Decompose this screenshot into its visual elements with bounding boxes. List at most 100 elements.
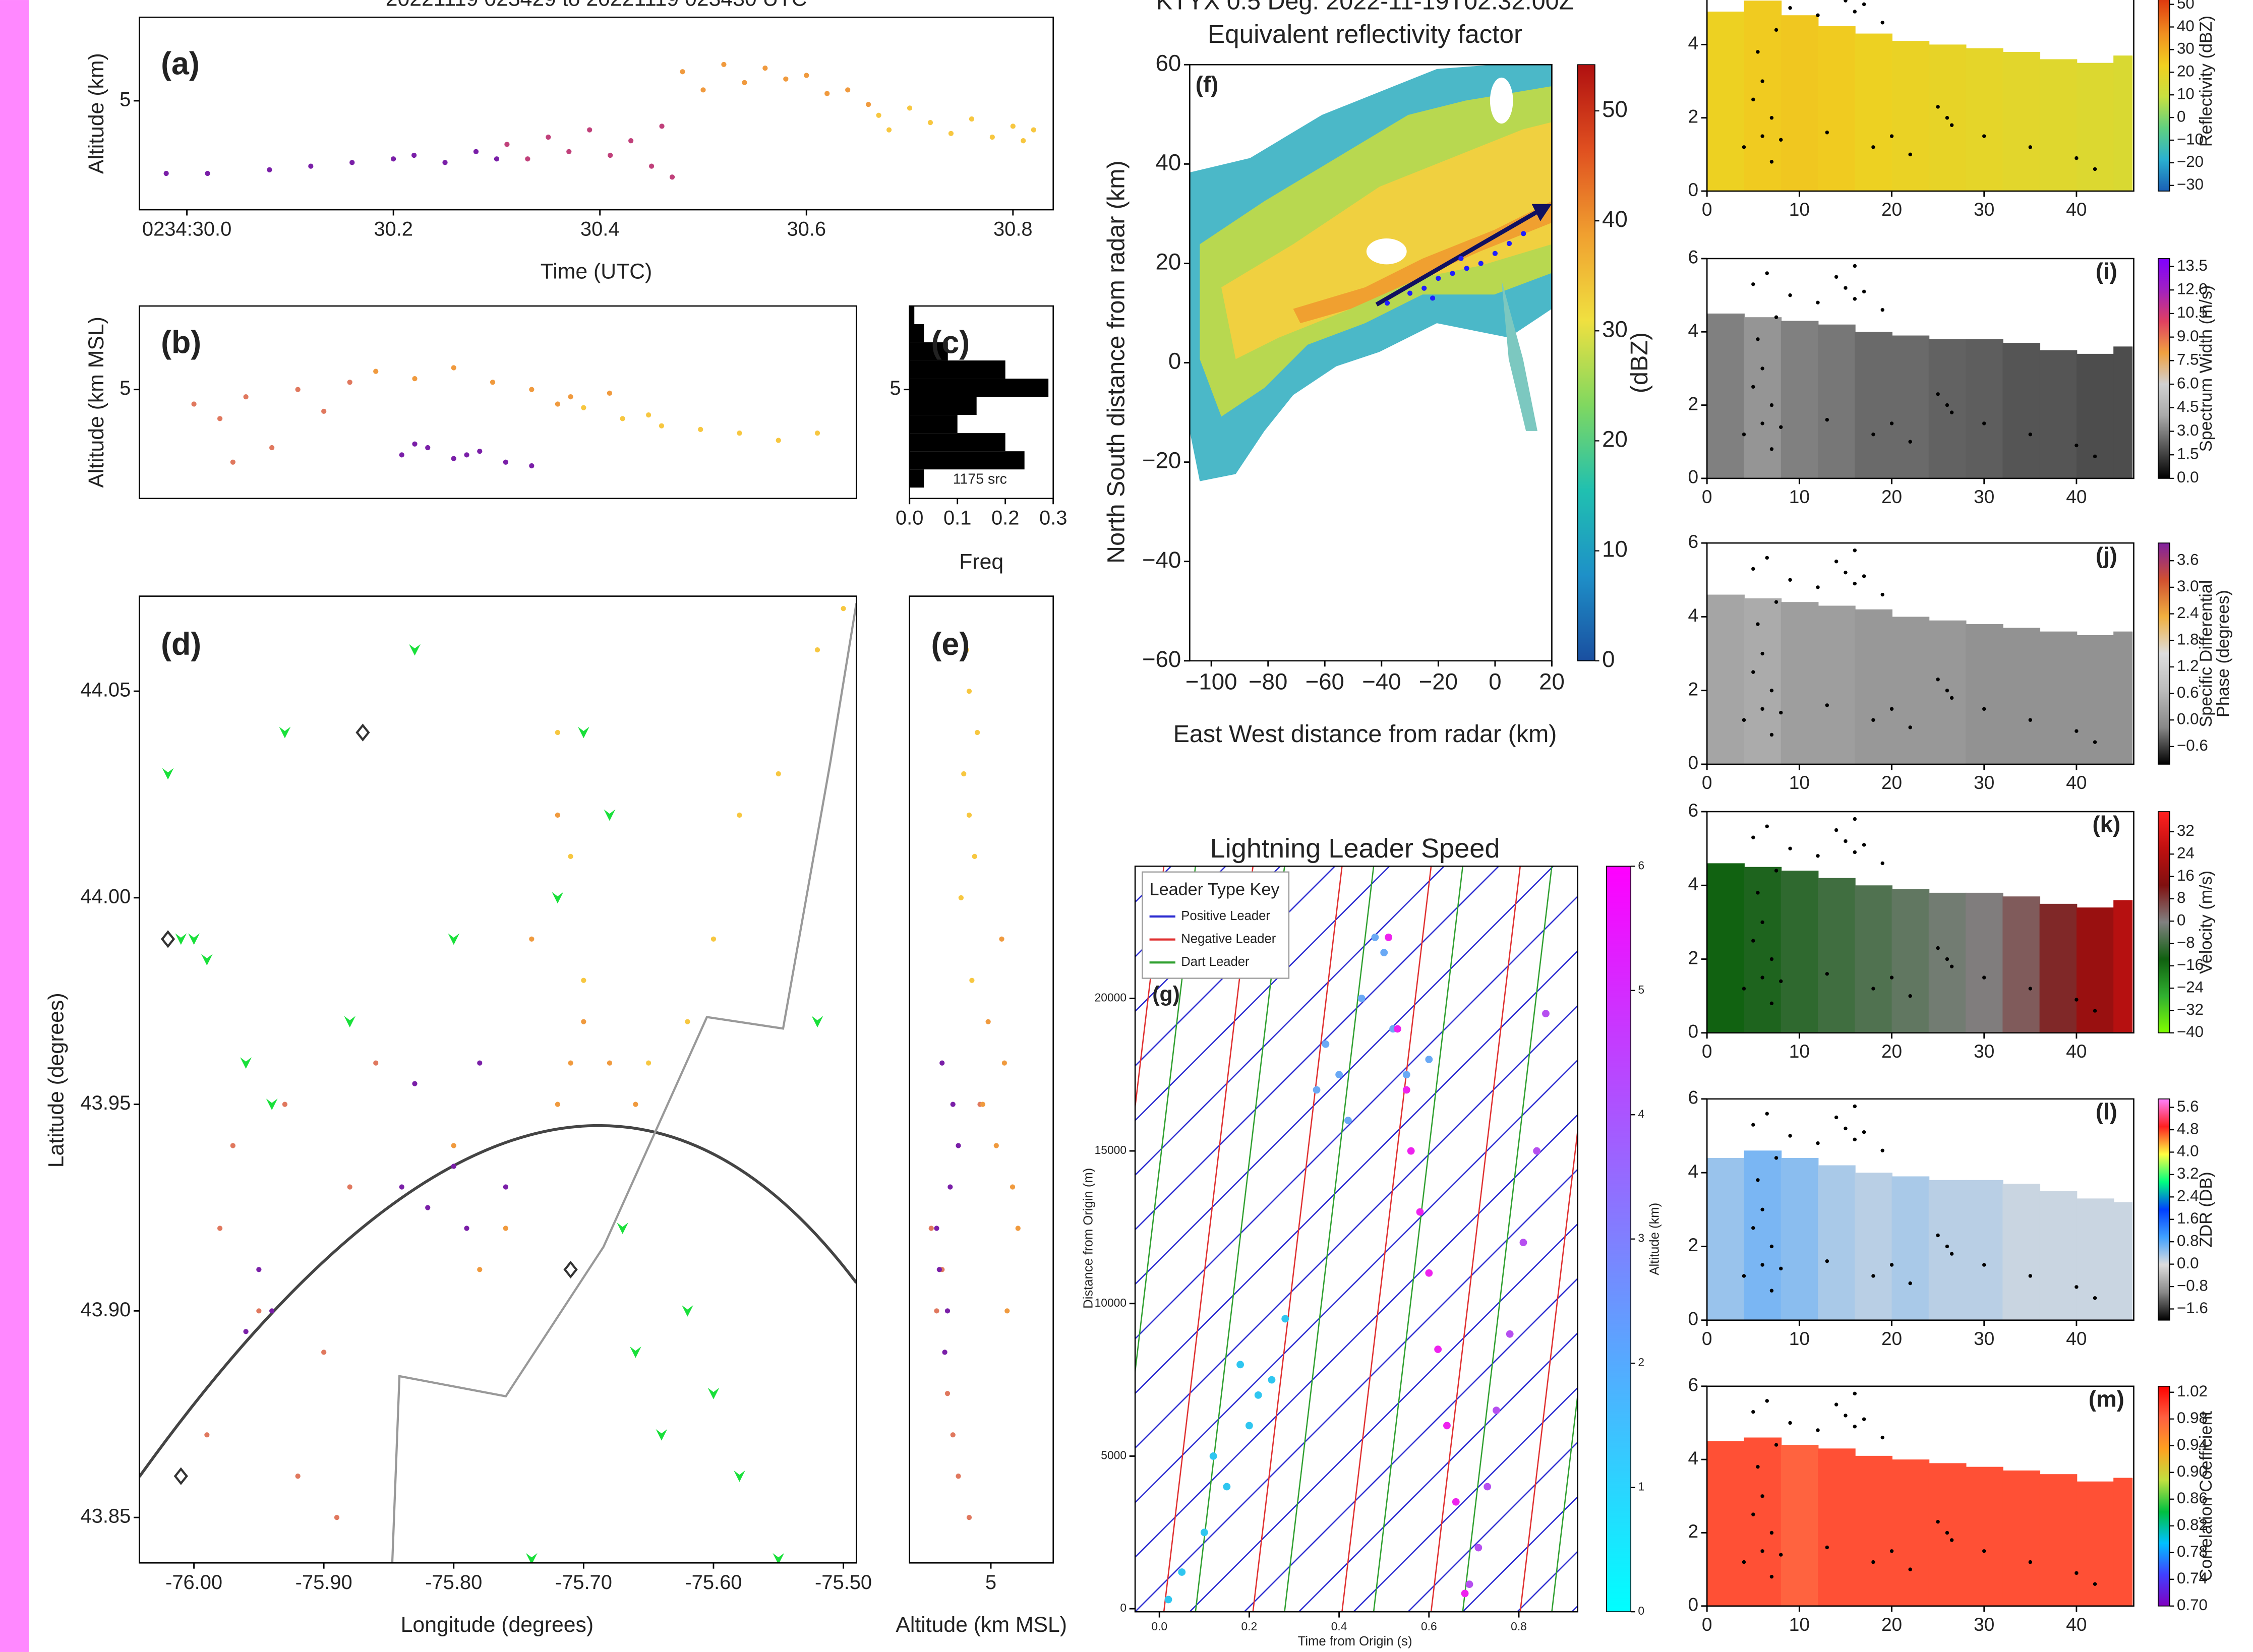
- point: [680, 69, 685, 75]
- y-tick-label: 6: [1688, 247, 1698, 268]
- lightning-source: [1889, 421, 1894, 425]
- echo-column: [1781, 871, 1819, 1033]
- lightning-source: [1769, 1289, 1774, 1293]
- y-tick-label: 0: [1688, 1308, 1698, 1329]
- point: [783, 76, 789, 82]
- lightning-source: [1765, 1399, 1769, 1403]
- x-tick-label: -75.80: [425, 1571, 482, 1594]
- bar: [909, 379, 1049, 397]
- x-tick-label: 30: [1974, 199, 1994, 220]
- lightning-source: [1765, 271, 1769, 275]
- point: [942, 1350, 947, 1355]
- plot-frame: [1706, 1098, 2135, 1321]
- lightning-source: [1756, 1178, 1760, 1182]
- point: [993, 1143, 999, 1148]
- plot-frame: [909, 305, 1054, 500]
- lightning-source: [1774, 315, 1778, 319]
- colorbar-tick-label: 1.6: [2177, 1209, 2199, 1227]
- legend-label: Positive Leader: [1181, 909, 1270, 923]
- point: [907, 105, 913, 111]
- colorbar: [2158, 811, 2170, 1033]
- echo-column: [2076, 907, 2114, 1033]
- point: [399, 1184, 404, 1190]
- x-tick-label: -75.50: [815, 1571, 872, 1594]
- echo-column: [1744, 1, 1782, 192]
- colorbar-tick-label: 0: [1602, 646, 1615, 672]
- point: [721, 62, 727, 68]
- point: [646, 1060, 651, 1066]
- point: [412, 1081, 418, 1086]
- echo-column: [1891, 617, 1930, 764]
- point: [956, 1474, 961, 1479]
- point: [1425, 1056, 1433, 1063]
- lightning-source: [1834, 1115, 1839, 1120]
- point: [628, 138, 634, 144]
- plot-area: [1707, 1104, 2133, 1320]
- point: [1478, 261, 1484, 266]
- lightning-source: [1889, 1549, 1894, 1553]
- lightning-source: [1779, 979, 1783, 984]
- x-tick-label: 40: [2066, 486, 2087, 507]
- lightning-source: [1844, 286, 1848, 290]
- lightning-source: [1825, 131, 1829, 135]
- echo-column: [1966, 1180, 2003, 1320]
- panel-label: (a): [161, 46, 200, 82]
- echo-column: [1928, 339, 1967, 478]
- colorbar-tick-label: 0.94: [2177, 1436, 2208, 1453]
- x-tick-label: 30.4: [580, 218, 620, 240]
- plot-frame: [1706, 811, 2135, 1034]
- point: [972, 853, 977, 860]
- speed-line: [1135, 866, 1165, 1113]
- echo-column: [1855, 885, 1892, 1033]
- point: [936, 1267, 942, 1272]
- point: [950, 1102, 956, 1107]
- lightning-source: [1760, 1263, 1764, 1267]
- echo-column: [2002, 628, 2041, 764]
- lightning-source: [1751, 567, 1755, 571]
- colorbar-tick-label: 0.78: [2177, 1543, 2208, 1560]
- lightning-source: [1774, 869, 1778, 873]
- speed-line: [207, 606, 1213, 1612]
- point: [961, 771, 967, 777]
- echo-column: [1855, 33, 1892, 192]
- bar: [909, 324, 924, 343]
- point: [477, 1060, 483, 1066]
- x-tick-label: 0.2: [991, 507, 1019, 529]
- point: [1357, 994, 1366, 1002]
- echo-column: [1744, 1150, 1782, 1320]
- lightning-source: [1936, 392, 1940, 396]
- colorbar-tick-label: 9.0: [2177, 327, 2199, 345]
- plot-frame: [1706, 258, 2135, 479]
- point: [841, 606, 846, 611]
- y-axis-label: North South distance from radar (km): [1103, 160, 1130, 564]
- echo-column: [2076, 635, 2114, 764]
- x-tick-label: 30.2: [374, 218, 413, 240]
- lightning-source: [1862, 289, 1866, 294]
- point: [581, 1019, 586, 1024]
- lightning-source: [1871, 718, 1875, 722]
- lightning-source: [1751, 835, 1755, 839]
- point: [814, 431, 820, 436]
- lightning-source: [1982, 1263, 1986, 1267]
- point: [886, 127, 892, 133]
- v-marker: [552, 892, 564, 904]
- speed-line: [43, 606, 1049, 1612]
- lightning-source: [1945, 1244, 1949, 1249]
- annotation: 1175 src: [953, 471, 1007, 487]
- x-tick-label: 0.4: [1331, 1620, 1347, 1633]
- speed-line: [1519, 1125, 1578, 1612]
- point: [958, 895, 964, 900]
- x-axis-label: Time (UTC): [541, 260, 653, 284]
- side-strip: [0, 0, 29, 1652]
- colorbar-tick-label: 0: [1638, 1604, 1644, 1617]
- point: [1402, 1071, 1410, 1079]
- point: [503, 459, 508, 465]
- point: [928, 1226, 934, 1231]
- colorbar-tick-label: 0.74: [2177, 1569, 2208, 1587]
- lightning-source: [1779, 710, 1783, 715]
- point: [1384, 300, 1390, 306]
- lightning-source: [1769, 403, 1774, 407]
- lightning-source: [1760, 707, 1764, 711]
- point: [504, 142, 510, 147]
- v-marker: [448, 933, 460, 945]
